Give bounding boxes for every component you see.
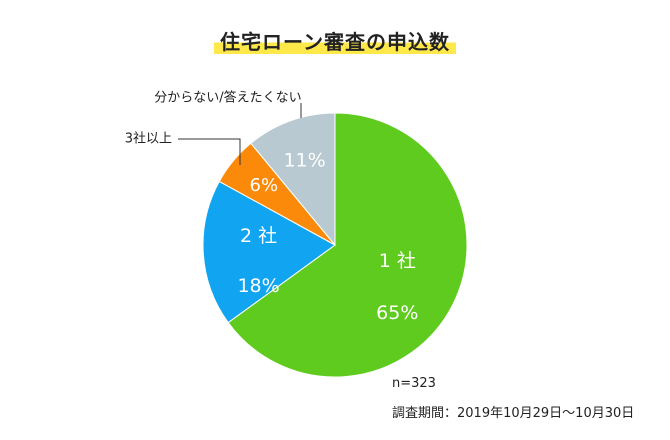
slice-1-company-name: 1 社 xyxy=(379,249,416,271)
slice-3-or-more-label: 6% xyxy=(250,175,279,196)
chart-title: 住宅ローン審査の申込数 xyxy=(214,30,456,54)
slice-unknown-label: 11% xyxy=(283,149,325,171)
slice-unknown xyxy=(250,112,336,247)
slice-2-companies-value: 18% xyxy=(237,274,279,296)
sample-size-note: n=323 xyxy=(392,376,436,391)
slice-3-or-more-outside-label: 3社以上 xyxy=(125,131,172,147)
slice-2-companies-name: 2 社 xyxy=(240,224,277,246)
slice-unknown-value: 11% xyxy=(283,149,325,171)
slice-2-companies-label: 2 社 18% xyxy=(237,224,279,296)
slice-2-companies xyxy=(202,180,336,324)
slice-1-company-value: 65% xyxy=(376,301,418,323)
chart-title-wrap: 住宅ローン審査の申込数 xyxy=(0,30,670,54)
slice-unknown-outside-label: 分からない/答えたくない xyxy=(154,90,301,106)
slice-1-company-label: 1 社 65% xyxy=(376,249,418,323)
slice-3-or-more-value: 6% xyxy=(250,175,279,196)
slice-1-company xyxy=(227,112,468,378)
survey-period-note: 調査期間：2019年10月29日～10月30日 xyxy=(392,406,635,421)
slice-3-or-more-leader-line xyxy=(178,138,241,165)
